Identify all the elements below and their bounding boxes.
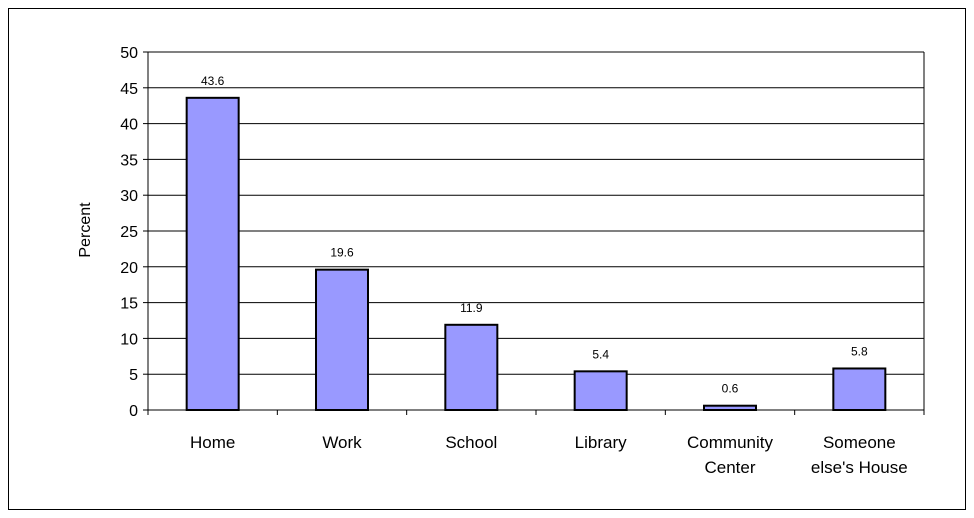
y-tick-label: 40 <box>120 117 138 134</box>
x-category-label: Someone <box>823 433 896 452</box>
x-category-label: Center <box>704 458 755 477</box>
bar-home <box>185 96 240 411</box>
y-tick-label: 35 <box>120 152 138 169</box>
x-category-label: Work <box>322 433 362 452</box>
y-tick-label: 30 <box>120 188 138 205</box>
x-category-label: Community <box>687 433 773 452</box>
y-axis-title: Percent <box>77 202 94 258</box>
data-label: 11.9 <box>460 301 483 315</box>
bar-work <box>315 268 369 411</box>
y-tick-label: 20 <box>120 260 138 277</box>
y-tick-label: 15 <box>120 296 138 313</box>
bar-school <box>444 323 499 411</box>
y-tick-label: 0 <box>129 403 138 420</box>
x-category-label: Library <box>575 433 627 452</box>
y-tick-label: 10 <box>120 331 138 348</box>
x-category-label: Home <box>190 433 235 452</box>
x-category-label: else's House <box>811 458 908 477</box>
y-tick-label: 50 <box>120 45 138 62</box>
y-tick-label: 25 <box>120 224 138 241</box>
y-tick-label: 45 <box>120 81 138 98</box>
bar-community-center <box>703 404 757 412</box>
data-label: 5.4 <box>592 347 609 361</box>
labels: 0 5 10 15 20 25 30 35 40 45 50 43.6 Home 19.6 Work 11.9… <box>120 45 908 477</box>
data-label: 19.6 <box>330 246 354 260</box>
gridlines <box>148 51 924 375</box>
y-tick-label: 5 <box>129 367 138 384</box>
bar-library <box>573 370 628 411</box>
axes <box>143 51 925 415</box>
data-label: 5.8 <box>851 344 868 358</box>
data-label: 0.6 <box>722 382 739 396</box>
x-category-label: School <box>445 433 497 452</box>
bar-someone-else-s-house <box>832 367 887 411</box>
bars <box>185 96 887 412</box>
data-label: 43.6 <box>201 74 225 88</box>
chart-frame <box>8 8 966 510</box>
